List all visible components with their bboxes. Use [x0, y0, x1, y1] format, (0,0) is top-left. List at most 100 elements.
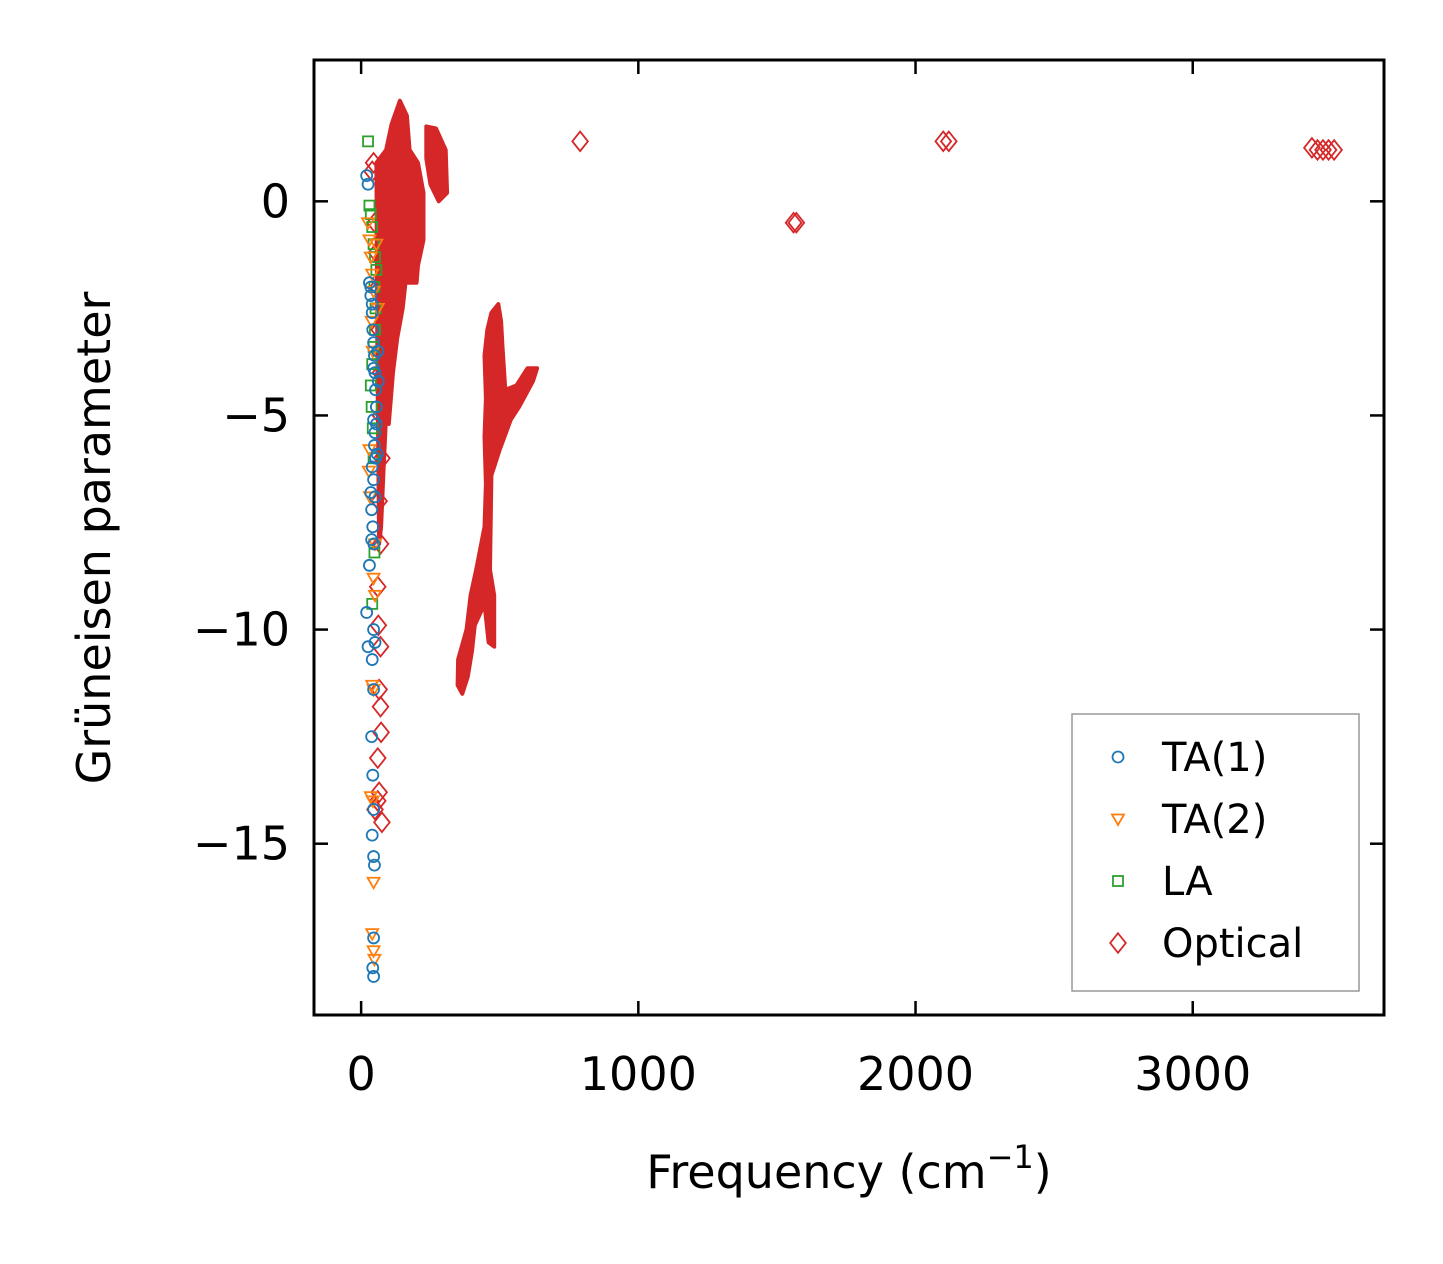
data-point-ta-1- [365, 297, 379, 311]
data-point-optical [370, 781, 389, 804]
data-point-ta-1- [368, 426, 382, 439]
data-point-ta-1- [369, 400, 383, 414]
legend: TA(1) TA(2) LA Optical [1071, 713, 1360, 992]
data-point-ta-1- [360, 169, 374, 183]
data-point-ta-2- [366, 945, 382, 959]
data-point-optical [372, 721, 391, 744]
legend-box [1071, 713, 1360, 992]
data-point-ta-1- [367, 683, 380, 696]
data-point-optical [939, 130, 958, 153]
legend-marker-ta-1- [1111, 750, 1125, 764]
data-point-ta-1- [366, 768, 380, 782]
scatter-markers [360, 130, 1344, 983]
data-point-optical [787, 211, 806, 234]
data-point-la [363, 199, 376, 212]
data-point-optical [1302, 136, 1321, 159]
legend-marker-optical [1109, 931, 1127, 955]
optical-dense-bands [374, 98, 540, 696]
data-point-ta-2- [366, 876, 382, 891]
data-point-ta-1- [365, 533, 379, 547]
data-point-ta-2- [365, 795, 381, 809]
optical-band-1 [374, 98, 426, 546]
data-point-optical [368, 575, 387, 598]
y-axis-ticks: 0 −5 −10 −15 [193, 174, 1384, 871]
data-point-la [365, 400, 378, 413]
data-point-ta-1- [368, 858, 381, 872]
x-tick-label: 3000 [1134, 1047, 1251, 1101]
legend-label: TA(1) [1161, 735, 1267, 781]
data-point-ta-1- [368, 439, 381, 452]
data-point-ta-1- [365, 460, 379, 474]
data-point-ta-1- [370, 447, 384, 461]
data-point-ta-1- [366, 323, 380, 337]
data-point-ta-1- [367, 970, 380, 983]
data-point-ta-1- [361, 640, 375, 654]
data-point-optical [571, 130, 590, 153]
data-point-ta-1- [365, 306, 379, 320]
legend-label: Optical [1162, 921, 1303, 967]
data-point-ta-1- [365, 503, 379, 517]
data-point-ta-1- [369, 383, 382, 397]
data-point-ta-2- [361, 234, 377, 248]
data-point-ta-2- [367, 589, 383, 604]
data-point-ta-1- [366, 520, 380, 534]
data-point-ta-1- [367, 803, 380, 816]
data-point-ta-1- [367, 623, 380, 636]
data-point-ta-2- [366, 953, 382, 968]
data-point-optical [364, 151, 383, 174]
y-tick-label: −5 [222, 388, 290, 442]
data-point-optical [784, 211, 803, 234]
x-axis-label-main: Frequency (cm [646, 1145, 986, 1199]
data-point-ta-1- [361, 177, 375, 191]
data-point-optical [368, 746, 387, 770]
data-point-la [366, 597, 379, 610]
data-point-ta-1- [368, 636, 382, 649]
data-point-ta-1- [371, 374, 385, 388]
data-point-ta-1- [367, 931, 380, 945]
data-point-optical [1319, 138, 1338, 162]
data-point-ta-1- [363, 558, 376, 572]
data-point-ta-1- [368, 490, 382, 504]
data-point-optical [368, 789, 387, 813]
data-point-ta-1- [365, 653, 379, 666]
data-point-ta-2- [364, 268, 380, 282]
data-point-la [362, 135, 374, 148]
y-axis-label: Grüneisen parameter [67, 291, 121, 784]
data-point-ta-1- [367, 473, 380, 487]
data-point-ta-1- [360, 606, 374, 619]
data-point-ta-1- [371, 344, 385, 358]
data-point-optical [371, 695, 390, 718]
legend-marker-ta-2- [1110, 813, 1126, 827]
data-point-ta-1- [365, 730, 379, 744]
data-point-ta-1- [367, 361, 380, 375]
data-point-optical [371, 532, 390, 556]
legend-marker-la [1112, 875, 1124, 887]
data-point-optical [371, 635, 390, 658]
x-axis-label-suffix: ) [1034, 1145, 1052, 1199]
optical-band-3 [455, 302, 540, 696]
data-point-la [364, 208, 377, 221]
data-point-optical [372, 447, 391, 470]
data-point-ta-2- [360, 217, 376, 231]
data-point-optical [369, 614, 388, 637]
y-tick-label: −10 [193, 603, 290, 657]
data-point-ta-1- [364, 486, 378, 499]
data-point-optical [1325, 138, 1344, 162]
data-point-ta-1- [369, 417, 383, 431]
data-point-optical [934, 130, 953, 153]
data-point-ta-1- [364, 289, 378, 302]
y-tick-label: 0 [261, 174, 290, 228]
x-tick-label: 0 [346, 1047, 375, 1101]
data-point-ta-1- [365, 828, 379, 842]
data-point-optical [372, 811, 391, 834]
x-tick-label: 2000 [857, 1047, 974, 1101]
data-point-ta-2- [366, 684, 382, 698]
data-point-ta-1- [366, 961, 380, 975]
x-axis-label-superscript: −1 [987, 1138, 1034, 1176]
data-point-ta-2- [364, 315, 380, 330]
plot-frame [312, 58, 1386, 1017]
data-point-ta-1- [364, 280, 378, 294]
x-axis-label: Frequency (cm−1) [646, 1138, 1051, 1199]
y-tick-label: −15 [193, 817, 290, 871]
